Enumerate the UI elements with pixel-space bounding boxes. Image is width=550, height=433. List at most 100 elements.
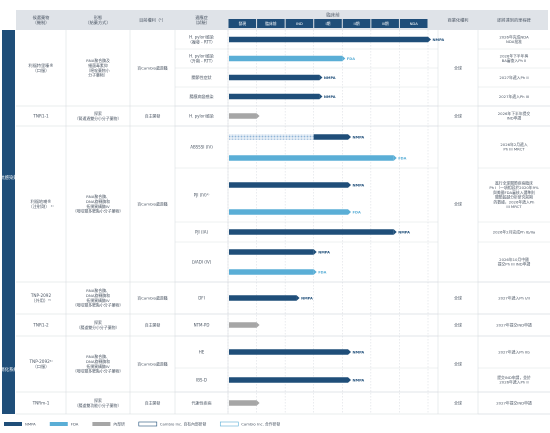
indication: 代謝性疾病 bbox=[192, 399, 212, 405]
indication: H. pylori感染（複發 - RTT） bbox=[188, 33, 215, 44]
bar-label: NMPA bbox=[353, 350, 365, 354]
drug-rights: 自主開發 bbox=[145, 322, 161, 327]
drug-rights: 百Cambio處遊籍 bbox=[137, 295, 167, 300]
legend-label-internal: 內部研 bbox=[113, 421, 125, 426]
legend: NMPA FDA 內部研 Cambio Inc. 自有內部研發 Cambio Inc. … bbox=[4, 421, 280, 426]
bar-label: NMPA bbox=[353, 378, 365, 382]
commercial-rights: 全球 bbox=[454, 294, 462, 300]
milestone: 2027年遞入Ph III bbox=[499, 94, 529, 99]
phase-label: III期 bbox=[382, 21, 389, 26]
legend-swatch-nmpa bbox=[4, 422, 22, 426]
bar-nmpa bbox=[229, 377, 348, 383]
indication: PJI (IV)²⁾ bbox=[194, 192, 210, 197]
bar-internal bbox=[229, 322, 257, 328]
header-col-rights: 商業化權利 bbox=[448, 16, 469, 23]
indication: H. pylori感染 bbox=[189, 112, 214, 118]
commercial-rights: 全球 bbox=[454, 360, 462, 366]
phase-box bbox=[399, 19, 428, 28]
indication: LVADI (IV) bbox=[192, 259, 212, 264]
header-col-status: 即將達到的里程碑 bbox=[497, 16, 531, 23]
drug-form: 探索（腎通過雙分小分子藥物） bbox=[75, 111, 122, 121]
indication: DFI bbox=[198, 295, 205, 300]
commercial-rights: 全球 bbox=[454, 64, 462, 70]
drug-name: 利福特里嗪®（口服） bbox=[28, 62, 53, 74]
commercial-rights: 全球 bbox=[454, 399, 462, 405]
milestone: 2027年提交IND申請 bbox=[496, 322, 532, 327]
bar-label: FDA bbox=[398, 156, 406, 160]
bar-label: FDA bbox=[347, 57, 355, 61]
legend-swatch-cam-partner bbox=[219, 421, 239, 427]
bar-fda-arrow bbox=[342, 55, 346, 62]
phase-label: 發現 bbox=[238, 21, 246, 26]
legend-swatch-internal bbox=[92, 422, 111, 426]
drug-form: RNA聚合酶、 DNA旋轉酶和拓撲異構酶IV （嘧啶類多靶點小分子藥物） bbox=[73, 354, 124, 374]
drug-name: TNR1-2 bbox=[32, 322, 49, 327]
bar-label: NMPA bbox=[433, 38, 445, 42]
bar-nmpa bbox=[229, 249, 314, 255]
phase-label: I期 bbox=[326, 21, 331, 26]
bar-internal-hatch bbox=[229, 134, 314, 140]
side-label-anti-infective: 抗感染藥 bbox=[0, 174, 18, 181]
drug-name: TNR1-1 bbox=[32, 113, 49, 118]
drug-rights: 百Cambio處遊籍 bbox=[137, 361, 167, 366]
commercial-rights: 全球 bbox=[454, 200, 462, 206]
milestone: 2027年遞入Ph I/II bbox=[498, 295, 530, 300]
bar-internal-arrow bbox=[256, 113, 260, 119]
legend-swatch-fda bbox=[49, 422, 68, 426]
legend-swatch-cam-internal bbox=[138, 421, 158, 427]
phase-label: 臨床前 bbox=[265, 21, 277, 26]
drug-name: 利福地喇®（注射劑） ²⁾ bbox=[29, 198, 54, 210]
bar-internal-arrow bbox=[256, 322, 260, 328]
bar-nmpa-arrow bbox=[348, 182, 351, 188]
phase-box bbox=[228, 19, 257, 28]
bar-label: NMPA bbox=[324, 76, 336, 80]
milestone: 提交IND申請，並於 2026年遞入Ph II bbox=[497, 375, 531, 385]
bar-fda-arrow bbox=[348, 209, 351, 215]
milestone: 2026年下半年提交 IND申請 bbox=[498, 111, 531, 121]
bar-fda-arrow bbox=[393, 155, 397, 161]
bar-nmpa-arrow bbox=[319, 93, 323, 100]
drug-name: TNRm-1 bbox=[32, 400, 50, 405]
header-col4: 適應症（試驗） bbox=[193, 14, 210, 26]
bar-label: FDA bbox=[353, 210, 361, 214]
drug-form: RNA聚合酶及細菌毒素抑（嘧啶藥物小分子藥物） bbox=[86, 58, 110, 78]
side-band-digestive bbox=[2, 325, 15, 414]
drug-rights: 百Cambio處遊籍 bbox=[137, 65, 167, 70]
milestone: 2026年完成NDA NDA批准 bbox=[499, 34, 529, 44]
bar-nmpa bbox=[229, 295, 297, 301]
milestone: 2027年遞入Ph IIb bbox=[498, 349, 530, 354]
milestone: 2026年2月遞入 Ph III MRCT bbox=[500, 142, 527, 152]
drug-rights: 自主開發 bbox=[145, 113, 161, 118]
legend-label-fda: FDA bbox=[71, 421, 79, 426]
indication: NTM-PD bbox=[194, 322, 210, 327]
drug-form: RNA聚合酶、 DNA旋轉酶和拓撲異構酶IV （嘧啶類多靶點小分子藥物） bbox=[73, 194, 124, 214]
drug-name: TNP-2092⁴⁾（口服） bbox=[29, 359, 53, 370]
phase-box bbox=[342, 19, 371, 28]
header-col3: 目前權利（¹） bbox=[139, 16, 166, 23]
table-rows: 利福特里嗪®（口服） RNA聚合酶及細菌毒素抑（嘧啶藥物小分子藥物） 百Cambio… bbox=[16, 30, 550, 415]
bar-fda bbox=[229, 269, 314, 275]
milestone: 2026年2月完成Ph Ib/IIa bbox=[493, 229, 536, 234]
legend-label-cam-internal: Cambio Inc. 自有內部研發 bbox=[160, 421, 207, 426]
bar-internal bbox=[229, 400, 257, 406]
bar-nmpa bbox=[313, 134, 348, 140]
side-label-digestive: 消化系統 bbox=[0, 366, 18, 373]
indication: 關節性症狀 bbox=[192, 74, 212, 80]
bar-label: NMPA bbox=[324, 95, 336, 99]
bar-fda bbox=[229, 209, 348, 215]
drug-rights: 百Cambio處遊籍 bbox=[137, 201, 167, 206]
bar-nmpa bbox=[229, 74, 320, 81]
bar-fda bbox=[229, 55, 343, 62]
legend-label-cam-partner: Cambio Inc. 合作研發 bbox=[241, 421, 280, 426]
indication: ABSSSI (IV) bbox=[190, 144, 213, 149]
indication: PJI (IA) bbox=[195, 229, 209, 234]
bar-internal-arrow bbox=[256, 400, 260, 406]
phase-label: IND bbox=[296, 21, 303, 26]
bar-label: NMPA bbox=[301, 296, 313, 300]
bar-label: FDA bbox=[318, 270, 326, 274]
bar-nmpa bbox=[229, 229, 394, 235]
bar-fda-arrow bbox=[313, 269, 317, 275]
phase-label: NDA bbox=[410, 21, 419, 26]
header-phase-group: 臨床前 bbox=[326, 12, 340, 19]
